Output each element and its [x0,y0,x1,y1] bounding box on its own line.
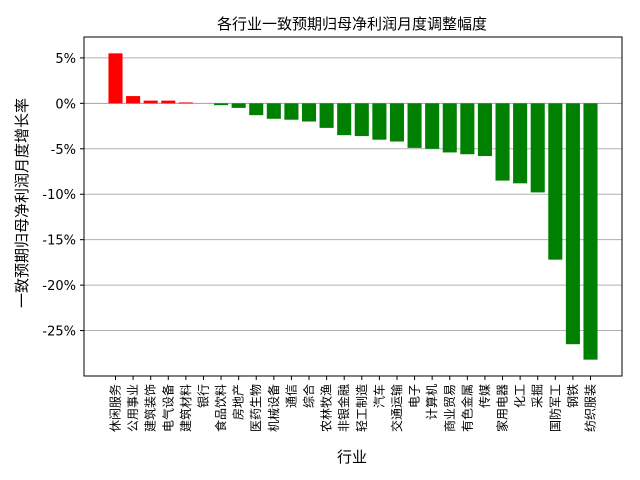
y-axis-title: 一致预期归母净利润月度增长率 [13,98,31,308]
x-tick-label: 通信 [284,384,298,408]
y-tick-label: 5% [55,52,76,67]
bar [565,103,580,345]
bar [495,103,510,181]
x-tick-label: 国防军工 [547,384,562,432]
x-tick-label: 食品饮料 [213,384,228,432]
bar [161,100,176,104]
y-axis-ticks: 5% 0% -5% -10% -15% -20% -25% [42,52,84,340]
grid-lines [84,57,622,332]
bar [354,103,369,137]
x-tick-label: 建筑材料 [178,384,193,432]
x-tick-label: 家用电器 [495,384,510,432]
bar [548,103,563,260]
bar [372,103,387,140]
bar [477,103,492,157]
bar [178,102,193,104]
x-tick-label: 银行 [196,384,210,408]
bar [425,103,440,149]
y-tick-label: -5% [51,143,76,158]
x-tick-label: 机械设备 [266,384,281,432]
bar [284,103,299,120]
x-tick-label: 公用事业 [126,384,140,432]
x-axis-title: 行业 [337,448,367,466]
x-tick-label: 纺织服装 [584,384,598,432]
x-tick-label: 钢铁 [566,384,580,408]
x-axis-ticks: 休闲服务 公用事业 建筑装饰 电气设备 建筑材料 银行 食品饮料 房地产 医药生物 机械设备 通信综… [108,376,598,432]
x-tick-label: 采掘 [530,384,545,408]
x-tick-label: 电子 [408,384,422,408]
x-tick-label: 非银金融 [336,384,351,432]
x-tick-label: 农林牧渔 [320,384,334,432]
plot-frame [83,36,623,377]
bar [301,103,317,122]
x-tick-label: 商业贸易 [442,384,457,432]
bar [231,103,246,108]
bar [442,103,457,153]
bar [513,103,528,184]
x-tick-label: 建筑装饰 [143,384,158,432]
x-tick-label: 房地产 [231,384,246,420]
x-tick-label: 综合 [301,384,316,408]
x-tick-label: 化工 [513,384,527,408]
y-tick-label: -15% [42,234,76,249]
bar [214,103,229,106]
x-tick-label: 轻工制造 [355,384,369,432]
x-tick-label: 交通运输 [389,384,404,432]
y-tick-label: -25% [42,325,76,340]
bar [266,103,281,119]
x-tick-label: 传媒 [477,384,492,408]
x-tick-label: 汽车 [371,384,386,408]
bar [389,103,405,142]
x-tick-label: 计算机 [424,384,439,420]
chart-title: 各行业一致预期归母净利润月度调整幅度 [217,15,487,33]
bar [126,96,141,104]
x-tick-label: 医药生物 [249,384,263,432]
x-tick-label: 有色金属 [459,384,474,432]
bar [319,103,334,128]
x-tick-label: 电气设备 [160,384,175,432]
bars-group [108,53,598,360]
bar [530,103,545,193]
bar [143,100,158,104]
y-tick-label: -10% [42,188,76,203]
y-tick-label: 0% [55,97,76,112]
bar [249,103,264,116]
bar [583,103,598,360]
bar [337,103,352,136]
bar [460,103,475,155]
x-tick-label: 休闲服务 [108,384,123,432]
bar [407,103,422,148]
y-tick-label: -20% [42,279,76,294]
bar [108,53,123,104]
